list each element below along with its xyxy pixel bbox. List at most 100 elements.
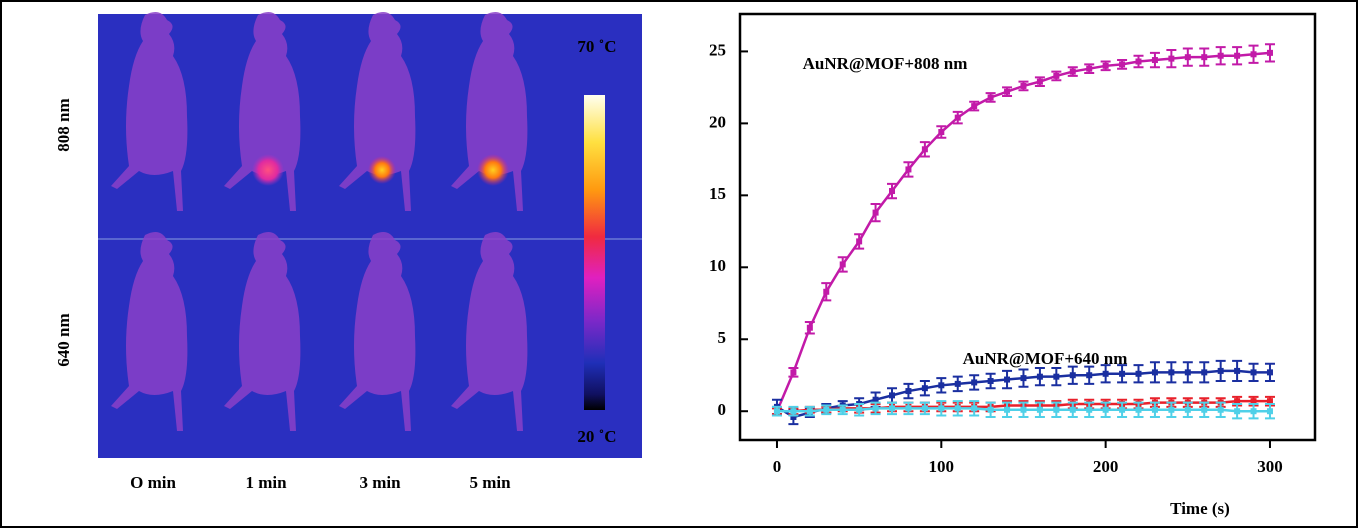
column-label: 5 min [469,473,511,492]
data-point [1135,406,1142,413]
data-point [790,369,797,376]
data-point [1102,370,1109,377]
x-tick-label: 300 [1257,457,1283,476]
data-point [1184,406,1191,413]
data-point [1250,398,1257,405]
data-point [1217,406,1224,413]
data-point [938,129,945,136]
data-point [1201,369,1208,376]
data-point [971,379,978,386]
data-point [938,382,945,389]
data-point [889,188,896,195]
data-point [1217,52,1224,59]
data-point [1135,58,1142,65]
data-point [938,405,945,412]
y-tick-label: 20 [709,112,726,131]
colorbar-max: 70 ˚C [577,37,616,56]
data-point [1201,54,1208,61]
data-point [1119,61,1126,68]
data-point [1004,376,1011,383]
data-point [1135,370,1142,377]
data-point [921,405,928,412]
data-point [1069,406,1076,413]
data-point [971,405,978,412]
data-point [1184,369,1191,376]
data-point [1053,72,1060,79]
data-point [954,380,961,387]
x-tick-label: 100 [929,457,955,476]
thermal-images [98,11,642,458]
data-point [905,405,912,412]
data-point [1036,373,1043,380]
plot-frame [738,12,1317,442]
data-point [1151,369,1158,376]
data-point [823,406,830,413]
data-point [1234,52,1241,59]
data-point [1036,406,1043,413]
data-point [1266,49,1273,56]
data-point [987,377,994,384]
data-point [1069,372,1076,379]
data-point [823,288,830,295]
data-point [872,396,879,403]
data-point [1053,373,1060,380]
data-point [987,406,994,413]
y-tick-label: 25 [709,40,726,59]
data-point [1151,57,1158,64]
data-point [806,324,813,331]
data-point [1168,55,1175,62]
data-point [1250,369,1257,376]
column-label: 1 min [245,473,287,492]
data-point [1053,406,1060,413]
data-point [1102,406,1109,413]
data-point [1201,406,1208,413]
data-point [1266,398,1273,405]
data-point [954,405,961,412]
data-point [1151,406,1158,413]
y-tick-label: 15 [709,184,726,203]
data-point [1266,369,1273,376]
data-point [1184,54,1191,61]
data-point [1266,408,1273,415]
data-point [921,146,928,153]
x-tick-label: 0 [773,457,782,476]
column-label: O min [130,473,176,492]
data-point [1234,398,1241,405]
data-point [971,103,978,110]
row-label: 808 nm [54,98,73,151]
data-point [1250,51,1257,58]
colorbar-min: 20 ˚C [577,427,616,446]
data-point [1020,82,1027,89]
data-point [1004,406,1011,413]
data-point [954,114,961,121]
data-point [1119,406,1126,413]
data-point [1086,406,1093,413]
data-point [856,406,863,413]
data-point [1036,78,1043,85]
data-point [1250,408,1257,415]
data-point [856,238,863,245]
data-point [790,413,797,420]
data-point [905,388,912,395]
x-tick-label: 200 [1093,457,1119,476]
data-point [839,406,846,413]
data-point [1020,406,1027,413]
data-point [1234,408,1241,415]
data-point [1069,68,1076,75]
column-label: 3 min [359,473,401,492]
annotation: AuNR@MOF+640 nm [963,349,1128,368]
data-point [987,94,994,101]
data-point [889,392,896,399]
data-point [773,408,780,415]
y-tick-label: 5 [718,328,727,347]
x-axis-label: Time (s) [1170,499,1230,518]
data-point [1234,367,1241,374]
data-point [921,385,928,392]
data-point [905,166,912,173]
annotation: AuNR@MOF+808 nm [803,54,968,73]
data-point [1086,65,1093,72]
row-label: 640 nm [54,313,73,366]
data-point [1086,372,1093,379]
data-point [1004,88,1011,95]
